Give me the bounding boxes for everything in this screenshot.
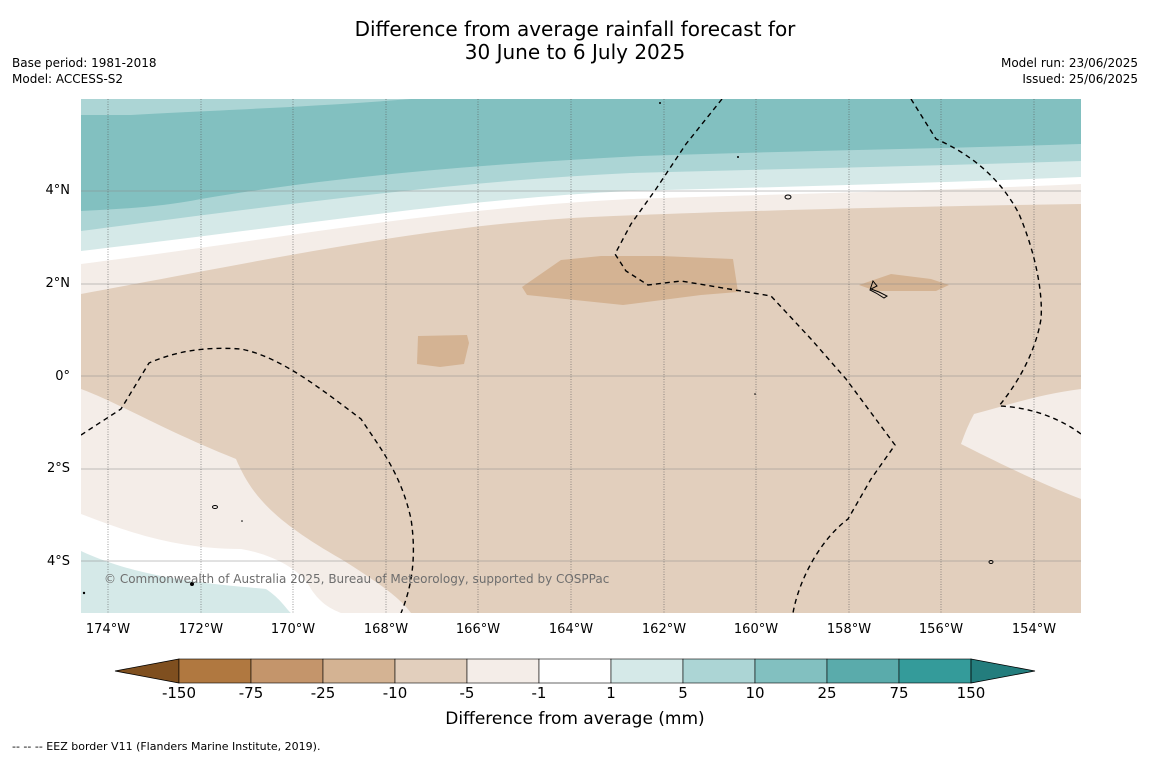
island-dot <box>754 393 756 395</box>
rainfall-map <box>81 99 1081 613</box>
lon-label-154w: 154°W <box>1011 622 1057 637</box>
colorbar-tick: -150 <box>161 684 197 702</box>
eez-border-west <box>81 347 415 613</box>
colorbar-swatch <box>250 658 324 684</box>
base-period: Base period: 1981-2018 <box>12 56 157 70</box>
lat-label-2n: 2°N <box>45 276 71 291</box>
dry-patch-central <box>522 256 738 305</box>
eez-legend-note: -- -- -- EEZ border V11 (Flanders Marine… <box>12 740 321 753</box>
map-canvas <box>81 99 1081 613</box>
model-run: Model run: 23/06/2025 <box>1000 56 1138 70</box>
colorbar-tick: -1 <box>531 684 547 702</box>
region-slightly-wet-southeast <box>961 389 1081 499</box>
colorbar-tick: 25 <box>817 684 837 702</box>
colorbar <box>114 658 1036 688</box>
region-wet-5-southwest <box>81 551 291 613</box>
map-border <box>81 99 1081 613</box>
colorbar-swatch <box>898 658 972 684</box>
colorbar-tick: -10 <box>382 684 408 702</box>
meta-left: Base period: 1981-2018 Model: ACCESS-S2 <box>12 55 157 87</box>
islands <box>212 194 994 564</box>
colorbar-swatch <box>826 658 900 684</box>
band-wet-25-north <box>81 99 1081 211</box>
copyright-notice: © Commonwealth of Australia 2025, Bureau… <box>104 572 610 586</box>
colorbar-tick: 5 <box>678 684 688 702</box>
colorbar-swatch <box>178 658 252 684</box>
colorbar-title: Difference from average (mm) <box>445 709 705 729</box>
lon-label-170w: 170°W <box>270 622 316 637</box>
colorbar-swatch <box>322 658 396 684</box>
colorbar-tick: 10 <box>745 684 765 702</box>
island-dot <box>241 520 243 522</box>
colorbar-tick: -75 <box>238 684 264 702</box>
lon-label-174w: 174°W <box>85 622 131 637</box>
lon-label-168w: 168°W <box>363 622 409 637</box>
colorbar-swatch <box>754 658 828 684</box>
lon-label-156w: 156°W <box>918 622 964 637</box>
lat-label-2s: 2°S <box>46 461 70 476</box>
meta-right: Model run: 23/06/2025 Issued: 25/06/2025 <box>1001 55 1138 87</box>
island-dot <box>190 582 194 586</box>
lon-label-160w: 160°W <box>733 622 779 637</box>
graticule-latitude <box>81 190 1081 562</box>
lon-label-162w: 162°W <box>641 622 687 637</box>
lat-label-4n: 4°N <box>45 183 71 198</box>
title-line-1: Difference from average rainfall forecas… <box>354 17 796 41</box>
island-dot <box>82 591 86 595</box>
graticule-longitude <box>107 99 1035 613</box>
colorbar-tick: -5 <box>459 684 475 702</box>
map-title: Difference from average rainfall forecas… <box>0 18 1150 64</box>
eez-border-east <box>910 99 1081 435</box>
colorbar-extension-low <box>114 658 180 684</box>
lon-label-166w: 166°W <box>455 622 501 637</box>
colorbar-swatch <box>610 658 684 684</box>
colorbar-swatch <box>394 658 468 684</box>
colorbar-tick: -25 <box>310 684 336 702</box>
island-outline <box>988 560 994 564</box>
eez-border-central <box>614 99 896 613</box>
colorbar-tick: 75 <box>889 684 909 702</box>
band-wet-10-top <box>81 99 411 115</box>
lat-label-4s: 4°S <box>46 554 70 569</box>
eez-borders <box>81 99 1081 613</box>
island-dot <box>737 156 739 158</box>
island-outline <box>784 194 792 200</box>
atoll-outline <box>869 279 888 299</box>
colorbar-swatch <box>682 658 756 684</box>
dry-patch-west <box>417 335 469 367</box>
lon-label-164w: 164°W <box>548 622 594 637</box>
colorbar-tick: 150 <box>956 684 986 702</box>
island-outline <box>212 505 218 509</box>
lon-label-158w: 158°W <box>826 622 872 637</box>
island-dots <box>82 102 756 595</box>
lon-label-172w: 172°W <box>178 622 224 637</box>
issued-date: Issued: 25/06/2025 <box>1022 72 1138 86</box>
colorbar-extension-high <box>970 658 1036 684</box>
model-name: Model: ACCESS-S2 <box>12 72 124 86</box>
dry-patch-east <box>859 274 949 291</box>
lat-label-0: 0° <box>55 369 70 384</box>
colorbar-swatch <box>466 658 540 684</box>
title-line-2: 30 June to 6 July 2025 <box>464 40 686 64</box>
colorbar-swatches <box>114 658 1036 684</box>
island-dot <box>659 102 661 104</box>
colorbar-swatch <box>538 658 612 684</box>
colorbar-tick: 1 <box>606 684 616 702</box>
